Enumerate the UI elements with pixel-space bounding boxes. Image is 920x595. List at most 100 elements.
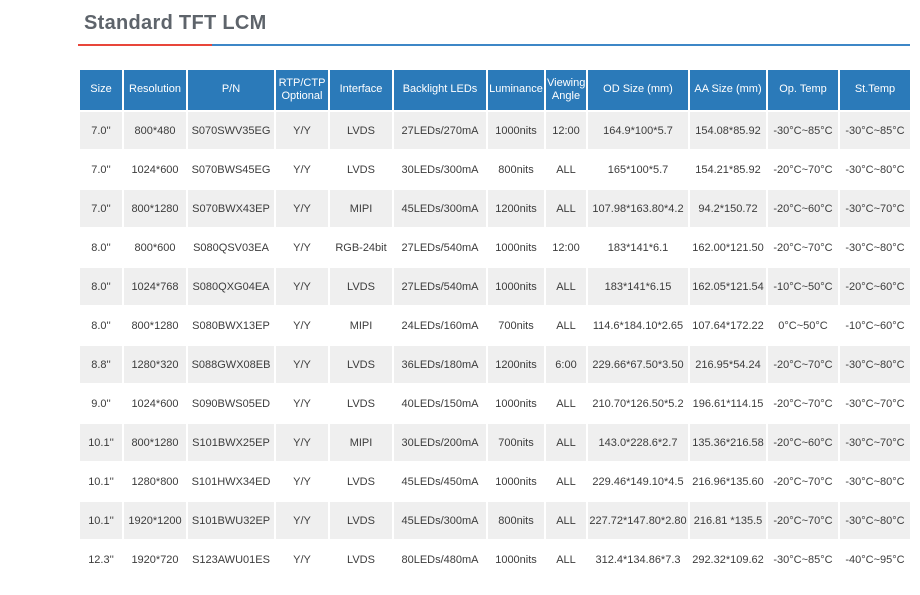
table-cell: 107.98*163.80*4.2 xyxy=(588,190,688,227)
table-cell: 143.0*228.6*2.7 xyxy=(588,424,688,461)
table-cell: 30LEDs/200mA xyxy=(394,424,486,461)
table-row-7: 9.0'' 1024*600 S090BWS05ED Y/Y LVDS 40LEDs/15… xyxy=(80,385,910,422)
table-cell: ALL xyxy=(546,463,586,500)
column-header-7: Viewing Angle xyxy=(546,70,586,110)
table-cell: -20°C~70°C xyxy=(768,385,838,422)
table-cell: 1000nits xyxy=(488,541,544,578)
table-cell: 40LEDs/150mA xyxy=(394,385,486,422)
table-cell: 216.81 *135.5 xyxy=(690,502,766,539)
table-row-0: 7.0'' 800*480 S070SWV35EG Y/Y LVDS 27LEDs/270… xyxy=(80,112,910,149)
column-header-10: Op. Temp xyxy=(768,70,838,110)
table-cell: 216.95*54.24 xyxy=(690,346,766,383)
table-cell: 1920*720 xyxy=(124,541,186,578)
table-cell: LVDS xyxy=(330,385,392,422)
table-cell: 800*600 xyxy=(124,229,186,266)
table-cell: 114.6*184.10*2.65 xyxy=(588,307,688,344)
table-cell: 165*100*5.7 xyxy=(588,151,688,188)
table-cell: S070BWS45EG xyxy=(188,151,274,188)
table-cell: S101BWX25EP xyxy=(188,424,274,461)
table-cell: Y/Y xyxy=(276,346,328,383)
table-cell: S070SWV35EG xyxy=(188,112,274,149)
table-cell: -30°C~85°C xyxy=(768,112,838,149)
page: Standard TFT LCM Size Resolution P/N RTP/CT… xyxy=(78,12,910,578)
table-cell: 24LEDs/160mA xyxy=(394,307,486,344)
table-cell: LVDS xyxy=(330,463,392,500)
table-cell: S101BWU32EP xyxy=(188,502,274,539)
table-cell: 1000nits xyxy=(488,385,544,422)
table-cell: 10.1'' xyxy=(80,502,122,539)
table-cell: Y/Y xyxy=(276,502,328,539)
table-cell: S080QSV03EA xyxy=(188,229,274,266)
table-cell: S088GWX08EB xyxy=(188,346,274,383)
table-cell: Y/Y xyxy=(276,541,328,578)
table-row-4: 8.0'' 1024*768 S080QXG04EA Y/Y LVDS 27LEDs/54… xyxy=(80,268,910,305)
table-cell: MIPI xyxy=(330,424,392,461)
table-cell: MIPI xyxy=(330,190,392,227)
table-cell: 7.0'' xyxy=(80,112,122,149)
table-row-5: 8.0'' 800*1280 S080BWX13EP Y/Y MIPI 24LEDs/16… xyxy=(80,307,910,344)
table-cell: S123AWU01ES xyxy=(188,541,274,578)
table-cell: 80LEDs/480mA xyxy=(394,541,486,578)
table-cell: Y/Y xyxy=(276,385,328,422)
table-cell: 6:00 xyxy=(546,346,586,383)
page-title: Standard TFT LCM xyxy=(84,12,267,34)
table-cell: 45LEDs/450mA xyxy=(394,463,486,500)
table-cell: 1200nits xyxy=(488,190,544,227)
column-header-0: Size xyxy=(80,70,122,110)
column-header-2: P/N xyxy=(188,70,274,110)
table-cell: LVDS xyxy=(330,346,392,383)
table-cell: 9.0'' xyxy=(80,385,122,422)
table-cell: -30°C~80°C xyxy=(840,229,910,266)
table-cell: LVDS xyxy=(330,112,392,149)
table-cell: 12.3'' xyxy=(80,541,122,578)
table-cell: -20°C~60°C xyxy=(768,190,838,227)
table-cell: 8.0'' xyxy=(80,307,122,344)
title-underline xyxy=(78,44,910,46)
table-row-11: 12.3'' 1920*720 S123AWU01ES Y/Y LVDS 80LEDs/4… xyxy=(80,541,910,578)
table-cell: MIPI xyxy=(330,307,392,344)
table-row-6: 8.8'' 1280*320 S088GWX08EB Y/Y LVDS 36LEDs/18… xyxy=(80,346,910,383)
table-cell: 94.2*150.72 xyxy=(690,190,766,227)
table-cell: Y/Y xyxy=(276,307,328,344)
table-cell: -30°C~80°C xyxy=(840,463,910,500)
table-cell: LVDS xyxy=(330,502,392,539)
column-header-4: Interface xyxy=(330,70,392,110)
table-cell: -30°C~85°C xyxy=(840,112,910,149)
table-cell: 196.61*114.15 xyxy=(690,385,766,422)
table-cell: ALL xyxy=(546,541,586,578)
table-cell: 1280*800 xyxy=(124,463,186,500)
table-cell: 10.1'' xyxy=(80,463,122,500)
table-cell: -30°C~85°C xyxy=(768,541,838,578)
column-header-11: St.Temp xyxy=(840,70,910,110)
table-cell: 45LEDs/300mA xyxy=(394,190,486,227)
table-cell: 162.00*121.50 xyxy=(690,229,766,266)
table-cell: 36LEDs/180mA xyxy=(394,346,486,383)
table-cell: -30°C~70°C xyxy=(840,424,910,461)
table-cell: 45LEDs/300mA xyxy=(394,502,486,539)
table-cell: 107.64*172.22 xyxy=(690,307,766,344)
table-cell: -20°C~70°C xyxy=(768,346,838,383)
table-cell: 30LEDs/300mA xyxy=(394,151,486,188)
table-cell: 229.66*67.50*3.50 xyxy=(588,346,688,383)
table-cell: -30°C~70°C xyxy=(840,190,910,227)
table-cell: 27LEDs/270mA xyxy=(394,112,486,149)
table-cell: 8.8'' xyxy=(80,346,122,383)
underline-red-segment xyxy=(78,44,212,46)
table-cell: Y/Y xyxy=(276,190,328,227)
table-cell: 210.70*126.50*5.2 xyxy=(588,385,688,422)
table-cell: 183*141*6.1 xyxy=(588,229,688,266)
table-cell: 800*480 xyxy=(124,112,186,149)
table-row-8: 10.1'' 800*1280 S101BWX25EP Y/Y MIPI 30LEDs/2… xyxy=(80,424,910,461)
table-cell: 8.0'' xyxy=(80,268,122,305)
column-header-5: Backlight LEDs xyxy=(394,70,486,110)
table-cell: 10.1'' xyxy=(80,424,122,461)
table-cell: 800nits xyxy=(488,151,544,188)
table-cell: S070BWX43EP xyxy=(188,190,274,227)
table-cell: 0°C~50°C xyxy=(768,307,838,344)
table-row-3: 8.0'' 800*600 S080QSV03EA Y/Y RGB-24bit 27LED… xyxy=(80,229,910,266)
table-cell: ALL xyxy=(546,385,586,422)
table-cell: -30°C~80°C xyxy=(840,346,910,383)
table-cell: -20°C~70°C xyxy=(768,151,838,188)
table-cell: Y/Y xyxy=(276,424,328,461)
table-cell: -40°C~95°C xyxy=(840,541,910,578)
